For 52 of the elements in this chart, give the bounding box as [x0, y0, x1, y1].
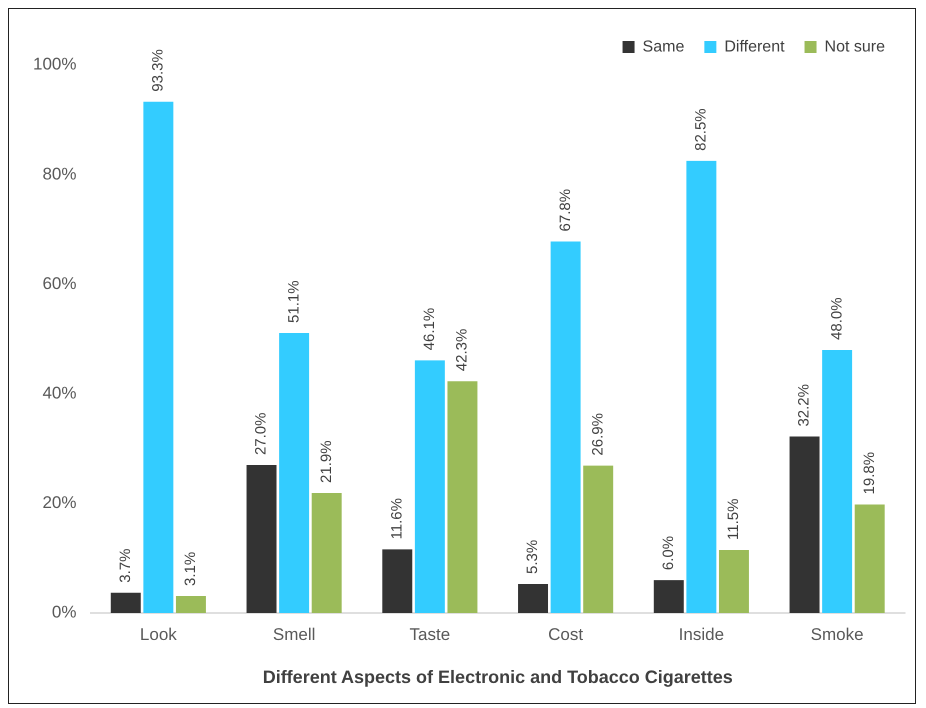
data-label: 3.1%: [182, 552, 200, 586]
bar: [312, 492, 342, 613]
y-tick-label: 0%: [52, 602, 76, 622]
bar: [718, 550, 749, 613]
x-tick-label: Taste: [410, 624, 450, 644]
x-tick-label: Smoke: [810, 624, 864, 644]
data-label: 82.5%: [692, 108, 710, 151]
x-tick-label: Inside: [678, 624, 724, 644]
legend-label: Different: [724, 38, 786, 56]
y-tick-label: 60%: [42, 274, 76, 293]
y-tick-label: 80%: [42, 164, 76, 184]
data-label: 26.9%: [589, 413, 606, 456]
bar: [143, 102, 174, 613]
legend-label: Not sure: [824, 38, 886, 56]
data-label: 32.2%: [796, 384, 813, 427]
y-tick-label: 40%: [42, 383, 76, 402]
bar: [518, 584, 548, 613]
bar: [382, 549, 412, 613]
data-label: 11.5%: [725, 498, 742, 540]
x-axis-title: Different Aspects of Electronic and Tobacco Cigarettes: [262, 667, 733, 688]
data-label: 46.1%: [421, 308, 438, 350]
y-tick-label: 20%: [42, 493, 76, 512]
bar: [279, 332, 310, 613]
bar: [654, 580, 684, 613]
data-label: 48.0%: [828, 297, 846, 340]
data-label: 19.8%: [860, 452, 878, 494]
bar: [686, 160, 716, 613]
bar: [550, 241, 581, 613]
bar: [176, 596, 206, 613]
bar: [246, 465, 277, 613]
x-tick-label: Cost: [548, 624, 584, 644]
data-label: 21.9%: [318, 440, 335, 483]
data-label: 93.3%: [149, 49, 166, 92]
legend-label: Same: [642, 38, 684, 56]
bar: [110, 592, 141, 613]
bar: [583, 466, 614, 613]
data-label: 67.8%: [556, 188, 574, 232]
data-label: 42.3%: [454, 328, 471, 372]
data-label: 5.3%: [524, 540, 542, 574]
bar: [414, 360, 445, 613]
x-tick-label: Smell: [272, 624, 316, 644]
data-label: 3.7%: [116, 548, 134, 583]
bar: [854, 504, 885, 613]
bar: [790, 436, 820, 613]
bar: [822, 350, 852, 613]
data-label: 6.0%: [660, 536, 677, 570]
x-tick-label: Look: [140, 624, 178, 644]
data-label: 51.1%: [285, 280, 302, 323]
bar: [447, 381, 478, 613]
data-label: 27.0%: [252, 412, 270, 456]
data-label: 11.6%: [388, 498, 406, 540]
y-tick-label: 100%: [32, 54, 76, 74]
